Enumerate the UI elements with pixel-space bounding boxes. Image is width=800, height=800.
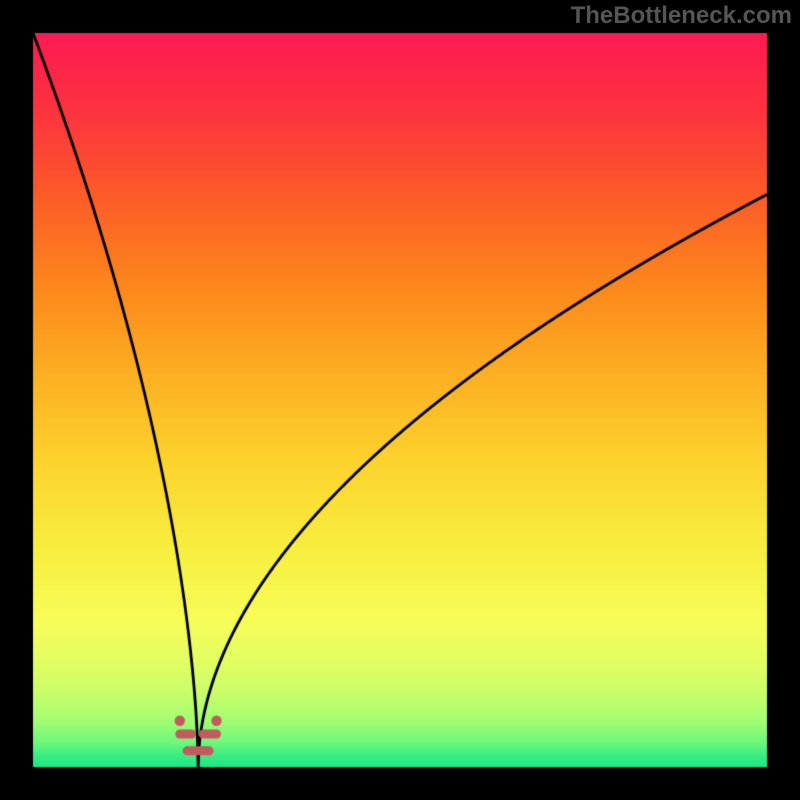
bottleneck-curve-chart (0, 0, 800, 800)
watermark-label: TheBottleneck.com (571, 2, 792, 30)
chart-stage: TheBottleneck.com (0, 0, 800, 800)
